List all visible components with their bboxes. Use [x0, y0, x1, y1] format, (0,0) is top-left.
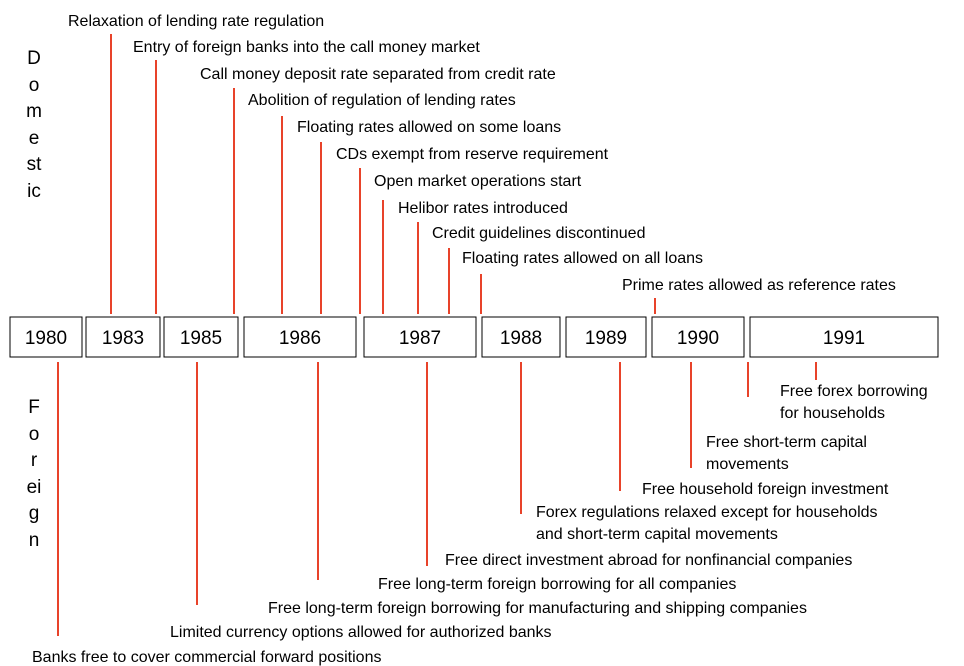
- year-label: 1990: [677, 328, 719, 349]
- year-label: 1980: [25, 328, 67, 349]
- foreign-side-label: Foreign: [26, 397, 42, 551]
- year-label: 1989: [585, 328, 627, 349]
- event-label: Free long-term foreign borrowing for all…: [378, 576, 736, 593]
- event-label: Relaxation of lending rate regulation: [68, 13, 324, 30]
- year-box: [565, 316, 647, 358]
- event-label: Credit guidelines discontinued: [432, 225, 645, 242]
- event-label: Banks free to cover commercial forward p…: [32, 649, 381, 666]
- event-label: Entry of foreign banks into the call mon…: [133, 39, 480, 56]
- event-label: Abolition of regulation of lending rates: [248, 92, 516, 109]
- event-label: Prime rates allowed as reference rates: [622, 277, 896, 294]
- year-box: [363, 316, 477, 358]
- year-label: 1991: [823, 328, 865, 349]
- event-label: Forex regulations relaxed except for hou…: [536, 504, 878, 521]
- year-box: [749, 316, 939, 358]
- year-label: 1983: [102, 328, 144, 349]
- year-box: [651, 316, 745, 358]
- year-box: [243, 316, 357, 358]
- event-label: and short-term capital movements: [536, 526, 778, 543]
- event-label: Open market operations start: [374, 173, 582, 190]
- event-label: Call money deposit rate separated from c…: [200, 66, 556, 83]
- year-box: [163, 316, 239, 358]
- year-box: [9, 316, 83, 358]
- event-label: Helibor rates introduced: [398, 200, 568, 217]
- year-label: 1987: [399, 328, 441, 349]
- event-label: CDs exempt from reserve requirement: [336, 146, 609, 163]
- event-label: for households: [780, 405, 885, 422]
- event-label: Free long-term foreign borrowing for man…: [268, 600, 807, 617]
- event-label: Floating rates allowed on all loans: [462, 250, 703, 267]
- event-label: Floating rates allowed on some loans: [297, 119, 561, 136]
- year-label: 1986: [279, 328, 321, 349]
- event-label: Free forex borrowing: [780, 383, 928, 400]
- event-label: Limited currency options allowed for aut…: [170, 624, 552, 641]
- year-box: [85, 316, 161, 358]
- event-label: Free household foreign investment: [642, 481, 889, 498]
- year-box: [481, 316, 561, 358]
- event-label: Free short-term capital: [706, 434, 867, 451]
- event-label: movements: [706, 456, 789, 473]
- event-label: Free direct investment abroad for nonfin…: [445, 552, 852, 569]
- year-label: 1988: [500, 328, 542, 349]
- year-label: 1985: [180, 328, 222, 349]
- domestic-side-label: Domestic: [26, 48, 42, 202]
